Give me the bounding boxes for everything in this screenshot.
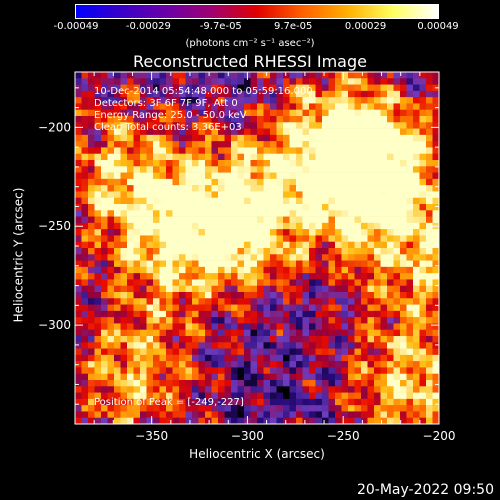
x-tick-label: −350 — [135, 429, 168, 443]
detectors-label: Detectors: 3F 6F 7F 9F, Att 0 — [94, 98, 238, 109]
colorbar-tick-label: 0.00049 — [417, 21, 459, 32]
x-axis-label: Heliocentric X (arcsec) — [189, 447, 325, 461]
heatmap-cells — [75, 72, 440, 425]
peak-position-label: Position of Peak = [-249,-227] — [94, 397, 244, 408]
x-tick-label: −300 — [231, 429, 264, 443]
colorbar-tick-label: -0.00029 — [125, 21, 171, 32]
y-tick-label: −200 — [38, 120, 71, 134]
timestamp: 20-May-2022 09:50 — [356, 482, 494, 498]
colorbar-tick-label: 9.7e-05 — [273, 21, 313, 32]
plot-frame — [74, 71, 440, 425]
time-range-label: 10-Dec-2014 05:54:48.000 to 05:59:16.000 — [94, 86, 313, 97]
colorbar — [75, 4, 439, 19]
x-tick-label: −250 — [327, 429, 360, 443]
y-axis-label: Heliocentric Y (arcsec) — [11, 187, 26, 323]
chart-title: Reconstructed RHESSI Image — [133, 52, 367, 71]
colorbar-tick-label: -9.7e-05 — [199, 21, 242, 32]
colorbar-tick-label: 0.00029 — [344, 21, 387, 32]
y-tick-label: −250 — [38, 219, 71, 233]
colorbar-unit-label: (photons cm⁻² s⁻¹ asec⁻²) — [185, 38, 315, 49]
clean-counts-label: Clean Total counts: 3.36E+03 — [94, 122, 242, 133]
y-tick-label: −300 — [38, 318, 71, 332]
colorbar-tick-label: -0.00049 — [53, 21, 99, 32]
energy-range-label: Energy Range: 25.0 - 50.0 keV — [94, 110, 247, 121]
x-tick-label: −200 — [423, 429, 456, 443]
